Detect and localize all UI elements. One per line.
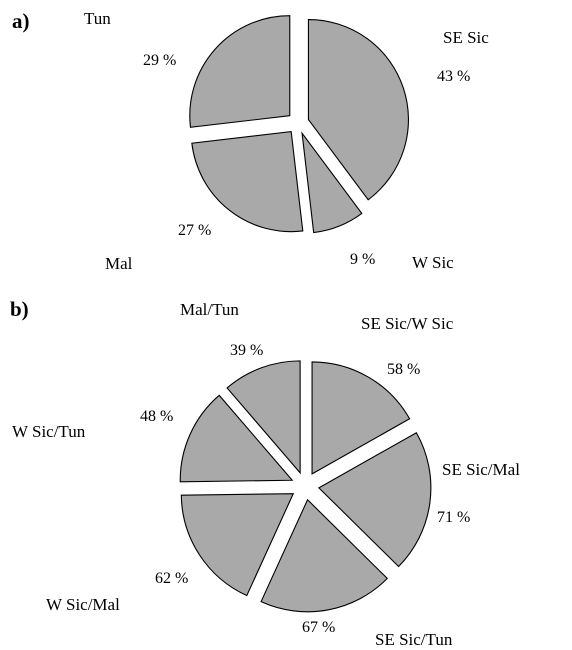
pie-a-slices	[189, 15, 409, 234]
pie-b-slices	[179, 360, 432, 613]
slice-label-se-sic-tun: SE Sic/Tun	[375, 630, 453, 649]
pie-slice-se-sic	[307, 18, 409, 201]
pie-slice-mal-tun	[226, 360, 301, 475]
pct-label-w-sic-tun: 48 %	[140, 408, 173, 425]
slice-label-mal-tun: Mal/Tun	[180, 300, 239, 319]
slice-label-w-sic: W Sic	[412, 253, 454, 272]
pct-label-mal: 27 %	[178, 222, 211, 239]
slice-label-se-sic: SE Sic	[443, 28, 489, 47]
panel-label-a: a)	[12, 9, 30, 33]
pie-slice-w-sic	[301, 131, 363, 234]
pct-label-se-sic-tun: 67 %	[302, 619, 335, 636]
slice-label-mal: Mal	[105, 254, 133, 273]
pct-label-se-sic-mal: 71 %	[437, 509, 470, 526]
slice-label-se-sic-w-sic: SE Sic/W Sic	[361, 314, 454, 333]
pie-slice-w-sic-mal	[180, 493, 295, 597]
chart-a: a) SE Sic 43 % W Sic 9 % Mal 27 % Tun 29…	[12, 9, 489, 273]
chart-b: b) SE Sic/W Sic 58 % SE Sic/Mal 71 % SE …	[10, 297, 520, 649]
pct-label-tun: 29 %	[143, 52, 176, 69]
panel-label-b: b)	[10, 297, 29, 321]
pie-slice-se-sic-mal	[317, 431, 432, 568]
pie-slice-se-sic-w-sic	[311, 361, 411, 475]
pie-slice-tun	[189, 15, 291, 128]
slice-label-tun: Tun	[84, 9, 111, 28]
pie-slice-mal	[191, 131, 304, 233]
pct-label-w-sic: 9 %	[350, 251, 375, 268]
slice-label-w-sic-tun: W Sic/Tun	[12, 422, 86, 441]
slice-label-w-sic-mal: W Sic/Mal	[46, 595, 120, 614]
pct-label-se-sic: 43 %	[437, 68, 470, 85]
pct-label-w-sic-mal: 62 %	[155, 570, 188, 587]
pie-slice-se-sic-tun	[260, 498, 389, 613]
pct-label-se-sic-w-sic: 58 %	[387, 361, 420, 378]
pie-slice-w-sic-tun	[179, 394, 294, 483]
pct-label-mal-tun: 39 %	[230, 342, 263, 359]
slice-label-se-sic-mal: SE Sic/Mal	[442, 460, 520, 479]
